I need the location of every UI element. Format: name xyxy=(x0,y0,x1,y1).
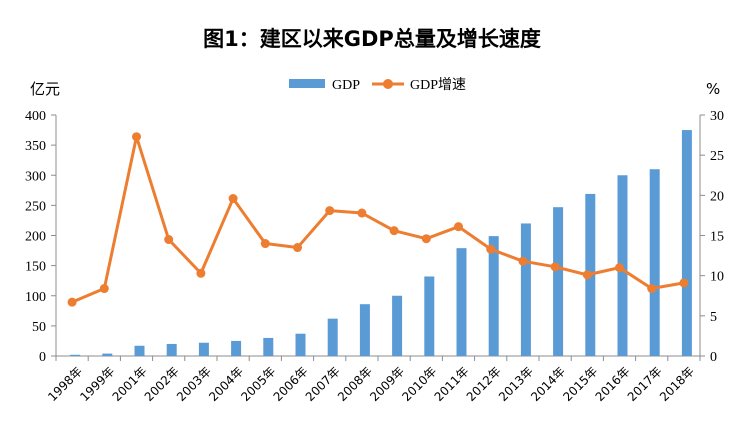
growth-point xyxy=(99,284,109,294)
x-tick-label: 2014年 xyxy=(528,364,568,404)
y-tick-label: 400 xyxy=(25,109,46,124)
growth-point xyxy=(67,297,77,307)
y2-axis-unit: % xyxy=(706,80,720,98)
x-tick-label: 2005年 xyxy=(238,364,278,404)
gdp-bar xyxy=(70,354,81,356)
growth-point xyxy=(228,194,238,204)
y-tick-label: 50 xyxy=(32,320,46,335)
x-tick-label: 2010年 xyxy=(399,364,439,404)
x-tick-label: 2008年 xyxy=(335,364,375,404)
growth-point xyxy=(164,235,174,245)
legend: GDP GDP增速 xyxy=(289,77,466,93)
growth-point xyxy=(454,222,463,232)
growth-point xyxy=(647,284,657,294)
growth-point xyxy=(293,243,302,253)
x-tick-label: 2016年 xyxy=(593,364,633,404)
growth-point xyxy=(679,278,689,288)
x-tick-label: 2012年 xyxy=(464,364,504,404)
growth-point xyxy=(325,206,335,216)
growth-point xyxy=(486,244,496,254)
gdp-bars xyxy=(70,130,692,356)
gdp-bar xyxy=(392,295,403,356)
y2-tick-label: 15 xyxy=(710,230,724,245)
y2-tick-label: 10 xyxy=(710,270,724,285)
x-tick-label: 2006年 xyxy=(271,364,311,404)
y2-tick-label: 5 xyxy=(710,310,717,325)
gdp-bar xyxy=(553,207,564,356)
y-tick-label: 250 xyxy=(25,199,46,214)
growth-point xyxy=(550,262,560,272)
x-tick-labels: 1998年1999年2001年2002年2003年2004年2005年2006年… xyxy=(45,364,697,404)
gdp-bar xyxy=(456,248,467,356)
chart-title: 图1：建区以来GDP总量及增长速度 xyxy=(203,27,541,51)
x-tick-label: 2007年 xyxy=(303,364,343,404)
gdp-bar xyxy=(424,276,435,356)
gdp-bar xyxy=(359,304,370,356)
y2-tick-label: 25 xyxy=(710,149,724,164)
growth-point xyxy=(421,234,431,244)
growth-point xyxy=(582,270,592,280)
growth-point xyxy=(615,263,624,273)
growth-point xyxy=(389,226,399,236)
gdp-bar xyxy=(488,236,499,356)
y-tick-label: 0 xyxy=(39,350,46,365)
x-tick-label: 2011年 xyxy=(432,364,472,404)
growth-point xyxy=(196,268,206,278)
growth-point xyxy=(357,208,367,218)
legend-gdp-label: GDP xyxy=(332,78,360,93)
y-axis-unit: 亿元 xyxy=(30,80,60,98)
y-tick-label: 100 xyxy=(25,290,46,305)
x-tick-label: 2018年 xyxy=(657,364,697,404)
x-tick-label: 2002年 xyxy=(142,364,182,404)
gdp-bar xyxy=(102,353,113,356)
growth-point xyxy=(260,239,270,249)
x-tick-label: 2003年 xyxy=(174,364,214,404)
gdp-bar xyxy=(263,337,274,356)
gdp-bar xyxy=(231,340,242,356)
x-tick-label: 2009年 xyxy=(367,364,407,404)
axes: 0 50 100 150 200 250 300 350 400 0 5 10 15 20 25 30 xyxy=(25,109,724,365)
x-tick-label: 2015年 xyxy=(560,364,600,404)
gdp-bar xyxy=(134,345,145,356)
x-tick-label: 2001年 xyxy=(110,364,150,404)
growth-line-series xyxy=(67,132,689,307)
legend-gdp-swatch xyxy=(289,79,325,88)
y-tick-label: 200 xyxy=(25,230,46,245)
gdp-bar xyxy=(681,130,692,356)
gdp-bar xyxy=(520,223,531,356)
x-tick-label: 2013年 xyxy=(496,364,536,404)
gdp-bar xyxy=(295,333,306,356)
y2-tick-label: 30 xyxy=(710,109,724,124)
y-tick-label: 150 xyxy=(25,260,46,275)
gdp-bar xyxy=(649,169,660,356)
x-tick-label: 1999年 xyxy=(77,364,117,404)
gdp-bar xyxy=(166,343,177,356)
x-tick-label: 1998年 xyxy=(45,364,85,404)
growth-point xyxy=(518,256,528,266)
y2-tick-label: 0 xyxy=(710,350,717,365)
y-tick-label: 350 xyxy=(25,139,46,154)
y-tick-label: 300 xyxy=(25,169,46,184)
x-tick-label: 2004年 xyxy=(206,364,246,404)
legend-growth-marker xyxy=(383,79,393,89)
gdp-bar xyxy=(327,318,338,356)
gdp-bar xyxy=(198,342,209,356)
legend-growth-label: GDP增速 xyxy=(410,77,466,93)
growth-point xyxy=(132,132,141,142)
y2-tick-label: 20 xyxy=(710,189,724,204)
growth-line xyxy=(71,135,685,304)
x-tick-label: 2017年 xyxy=(625,364,665,404)
